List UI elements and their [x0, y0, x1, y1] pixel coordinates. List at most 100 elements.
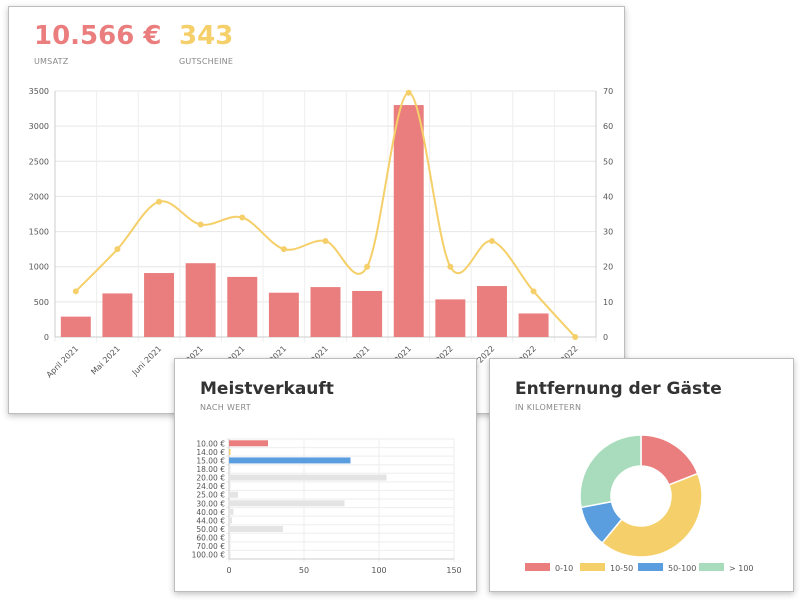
- y-tick-label: 24.00 €: [196, 482, 225, 491]
- legend-swatch: [638, 563, 663, 571]
- y-right-tick-label: 0: [603, 333, 608, 342]
- bestseller-card: Meistverkauft NACH WERT 0 50 100 150 10.00 €…: [174, 358, 477, 592]
- bestseller-bar: [229, 517, 232, 524]
- y-left-tick-label: 500: [34, 298, 49, 307]
- x-tick-label: 100: [371, 566, 386, 575]
- y-tick-label: 70.00 €: [196, 542, 225, 551]
- revenue-bar: [352, 290, 383, 337]
- y-tick-label: 30.00 €: [196, 499, 225, 508]
- bestseller-bar: [229, 534, 231, 541]
- y-right-tick-label: 30: [603, 228, 613, 237]
- legend-swatch: [580, 563, 605, 571]
- revenue-voucher-chart: 0 500 1000 1500 2000 2500 3000 3500 0 10 20 30 40 50 6…: [29, 87, 614, 398]
- bestseller-bar: [229, 440, 268, 447]
- y-left-tick-label: 1000: [29, 263, 49, 272]
- distance-card: Entfernung der Gäste IN KILOMETERN 0-10 1…: [489, 358, 794, 592]
- x-tick-label: 50: [299, 566, 309, 575]
- donut-slice: [579, 434, 642, 509]
- bestseller-bar: [229, 508, 234, 515]
- voucher-point: [114, 246, 121, 253]
- revenue-bar: [268, 292, 299, 337]
- y-left-tick-label: 2000: [29, 192, 49, 201]
- voucher-point: [530, 288, 537, 295]
- y-left-tick-label: 1500: [29, 228, 49, 237]
- revenue-label: UMSATZ: [34, 57, 69, 66]
- y-right-tick-label: 50: [603, 157, 613, 166]
- legend-label: 50-100: [668, 564, 696, 573]
- y-right-tick-label: 20: [603, 263, 613, 272]
- legend-label: 0-10: [555, 564, 573, 573]
- bestseller-bar: [229, 483, 231, 490]
- distance-chart: 0-10 10-50 50-100 > 100: [525, 434, 754, 573]
- x-tick-label: April 2021: [45, 344, 80, 379]
- bestseller-bar: [229, 466, 231, 472]
- donut-slice: [601, 472, 703, 558]
- legend-label: > 100: [729, 564, 754, 573]
- bestseller-bar: [229, 500, 345, 507]
- revenue-bar: [476, 286, 507, 337]
- voucher-point: [239, 214, 246, 221]
- vouchers-value: 343: [179, 21, 234, 51]
- y-left-tick-label: 0: [44, 333, 49, 342]
- y-left-tick-label: 2500: [29, 157, 49, 166]
- y-tick-label: 60.00 €: [196, 534, 225, 543]
- revenue-bar: [227, 276, 258, 337]
- voucher-line: [75, 91, 576, 338]
- revenue-card: 10.566 € UMSATZ 343 GUTSCHEINE 0 500 1000 1…: [8, 6, 625, 414]
- y-tick-label: 25.00 €: [196, 491, 225, 500]
- y-tick-label: 20.00 €: [196, 474, 225, 483]
- bestseller-bar: [229, 457, 351, 464]
- y-right-tick-label: 40: [603, 192, 613, 201]
- revenue-bar: [310, 287, 341, 337]
- bestseller-subtitle: NACH WERT: [200, 403, 251, 412]
- voucher-point: [488, 238, 495, 245]
- revenue-bar: [393, 105, 424, 337]
- bestseller-bar: [229, 551, 231, 558]
- voucher-point: [572, 334, 579, 340]
- voucher-point: [447, 263, 454, 270]
- revenue-bar: [60, 316, 91, 337]
- bestseller-bar: [229, 448, 231, 455]
- voucher-point: [364, 263, 371, 270]
- distance-title: Entfernung der Gäste: [515, 379, 722, 399]
- y-right-tick-label: 60: [603, 122, 613, 131]
- y-tick-label: 40.00 €: [196, 508, 225, 517]
- y-tick-label: 15.00 €: [196, 456, 225, 465]
- x-tick-label: Juni 2021: [130, 344, 164, 378]
- revenue-bar: [144, 273, 175, 337]
- y-left-tick-label: 3000: [29, 122, 49, 131]
- revenue-bar: [185, 263, 216, 337]
- y-tick-label: 100.00 €: [192, 551, 226, 560]
- y-right-tick-label: 10: [603, 298, 613, 307]
- x-tick-label: Mai 2021: [89, 344, 121, 376]
- y-right-tick-label: 70: [603, 87, 613, 96]
- voucher-point: [72, 288, 79, 295]
- bestseller-chart: 0 50 100 150 10.00 €14.00 €15.00 €18.00 €20.…: [192, 438, 462, 575]
- voucher-point: [156, 198, 163, 205]
- bestseller-bar: [229, 474, 387, 481]
- y-tick-label: 18.00 €: [196, 465, 225, 474]
- y-tick-label: 50.00 €: [196, 525, 225, 534]
- revenue-value: 10.566 €: [34, 21, 162, 51]
- y-tick-label: 44.00 €: [196, 516, 225, 525]
- bestseller-bar: [229, 526, 283, 532]
- revenue-bar: [102, 293, 133, 337]
- bestseller-bar: [229, 543, 231, 550]
- voucher-point: [197, 221, 204, 228]
- vouchers-label: GUTSCHEINE: [179, 57, 234, 66]
- legend-swatch: [525, 563, 550, 571]
- voucher-point: [322, 238, 329, 245]
- x-tick-label: 150: [446, 566, 461, 575]
- x-tick-label: 0: [226, 566, 231, 575]
- legend-swatch: [699, 563, 724, 571]
- bestseller-title: Meistverkauft: [200, 379, 334, 399]
- legend-label: 10-50: [610, 564, 633, 573]
- revenue-bar: [435, 299, 466, 337]
- voucher-point: [280, 246, 287, 253]
- bestseller-bar: [229, 491, 238, 498]
- distance-subtitle: IN KILOMETERN: [515, 403, 582, 412]
- revenue-bar: [518, 313, 549, 337]
- y-tick-label: 14.00 €: [196, 448, 225, 457]
- y-tick-label: 10.00 €: [196, 439, 225, 448]
- voucher-point: [405, 89, 412, 96]
